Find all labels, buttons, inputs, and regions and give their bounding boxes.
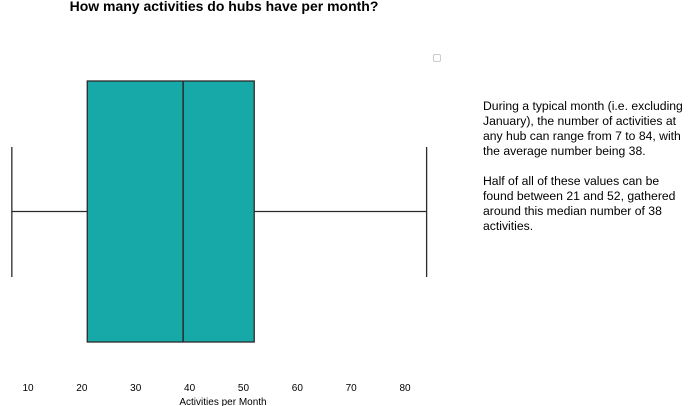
chart-title: How many activities do hubs have per mon… <box>70 0 379 14</box>
x-tick-label: 20 <box>76 383 88 394</box>
x-tick-label: 80 <box>400 383 412 394</box>
x-axis-label: Activities per Month <box>179 397 266 406</box>
annotation-text-block: During a typical month (i.e. excluding J… <box>483 99 688 234</box>
x-tick-label: 40 <box>184 383 196 394</box>
x-tick-label: 30 <box>130 383 142 394</box>
x-tick-label: 10 <box>22 383 34 394</box>
plot-area <box>11 80 428 343</box>
x-axis-ticks: 10 20 30 40 50 60 70 80 <box>22 383 411 394</box>
x-tick-label: 60 <box>292 383 304 394</box>
x-tick-label: 70 <box>346 383 358 394</box>
annotation-paragraph-median: Half of all of these values can be found… <box>483 174 676 233</box>
iqr-box <box>86 80 255 343</box>
x-tick-label: 50 <box>238 383 250 394</box>
annotation-paragraph-range: During a typical month (i.e. excluding J… <box>483 99 683 158</box>
legend-box <box>433 54 441 62</box>
